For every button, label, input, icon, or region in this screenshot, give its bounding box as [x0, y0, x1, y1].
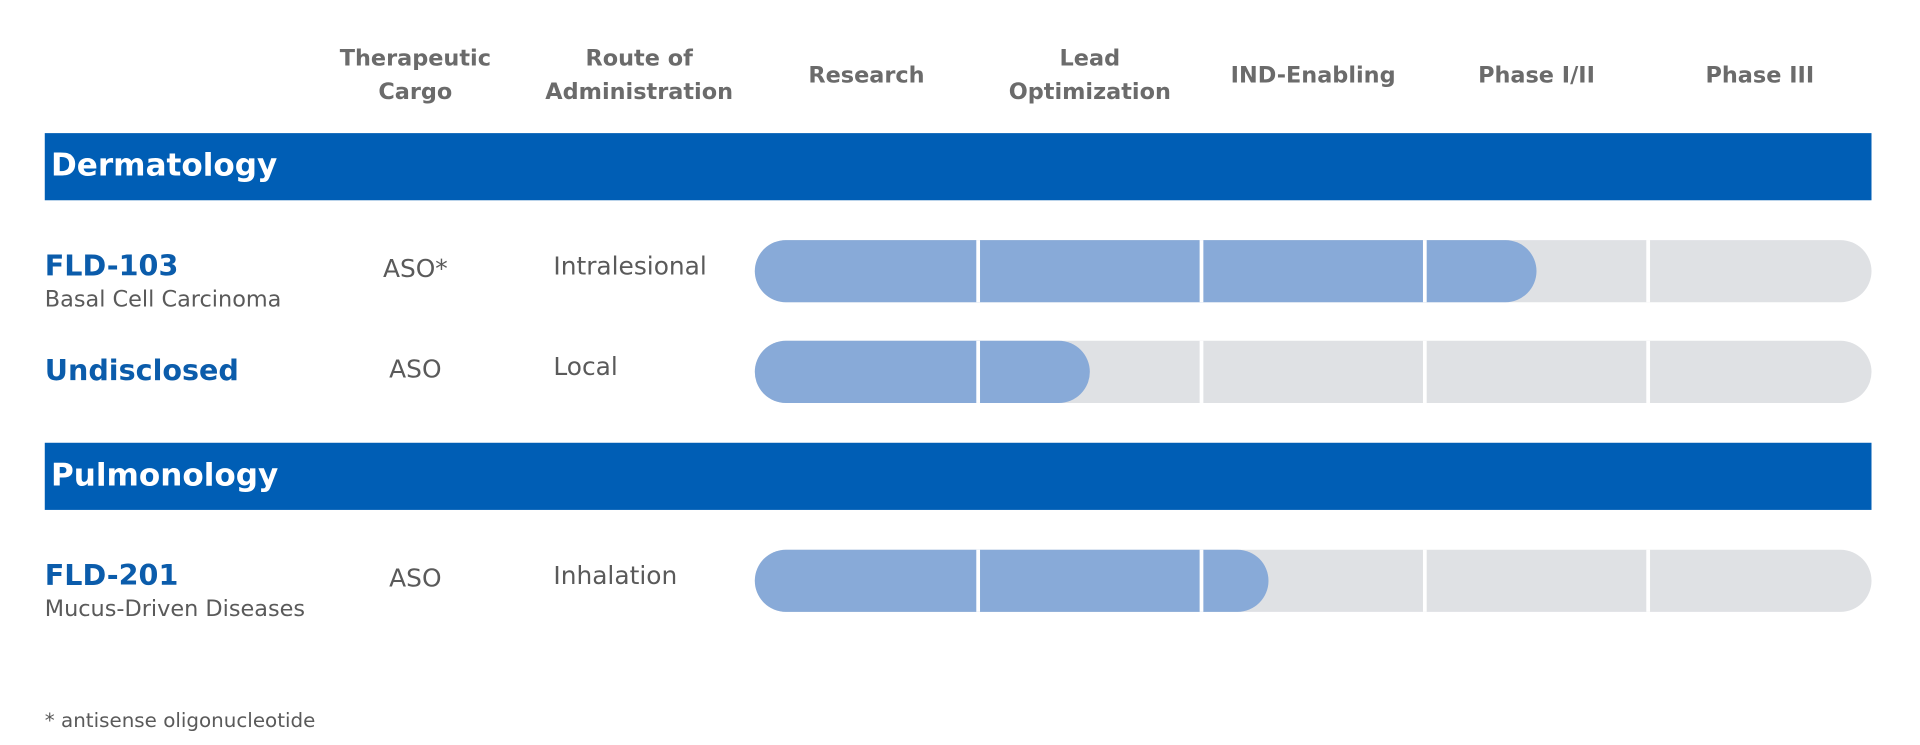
group-title: Dermatology	[51, 148, 277, 184]
stage-divider	[1422, 549, 1427, 612]
footnote: * antisense oligonucleotide	[45, 709, 316, 732]
column-header: Therapeutic	[340, 46, 491, 72]
cargo: ASO	[389, 564, 441, 593]
stage-header: Research	[808, 62, 924, 88]
group-title: Pulmonology	[51, 457, 278, 493]
stage-divider	[1199, 549, 1204, 612]
stage-divider	[1199, 240, 1204, 303]
column-header: Cargo	[378, 79, 452, 105]
stage-divider	[976, 340, 981, 403]
column-header: Route of	[586, 46, 694, 72]
progress-bar	[754, 549, 1269, 612]
indication: Mucus-Driven Diseases	[45, 596, 305, 622]
stage-header: Optimization	[1009, 79, 1171, 105]
progress-bar	[754, 240, 1537, 303]
stage-header: IND-Enabling	[1231, 62, 1396, 88]
program-name: FLD-201	[45, 558, 179, 592]
stage-header: Phase III	[1705, 62, 1814, 88]
progress-bar	[754, 340, 1090, 403]
stage-divider	[1422, 340, 1427, 403]
route: Intralesional	[553, 251, 706, 280]
stage-header: Lead	[1060, 46, 1121, 72]
route: Inhalation	[553, 561, 677, 590]
stage-header: Phase I/II	[1478, 62, 1595, 88]
stage-divider	[1646, 549, 1651, 612]
group-band	[44, 442, 1872, 510]
program-name: Undisclosed	[45, 353, 239, 387]
stage-divider	[1422, 240, 1427, 303]
stage-divider	[1646, 240, 1651, 303]
cargo: ASO	[389, 355, 441, 384]
route: Local	[553, 352, 617, 381]
stage-divider	[976, 240, 981, 303]
cargo: ASO*	[383, 254, 448, 283]
stage-divider	[976, 549, 981, 612]
indication: Basal Cell Carcinoma	[45, 286, 282, 312]
stage-divider	[1199, 340, 1204, 403]
group-band	[44, 133, 1872, 201]
column-header: Administration	[545, 79, 733, 105]
stage-divider	[1646, 340, 1651, 403]
program-name: FLD-103	[45, 248, 179, 282]
